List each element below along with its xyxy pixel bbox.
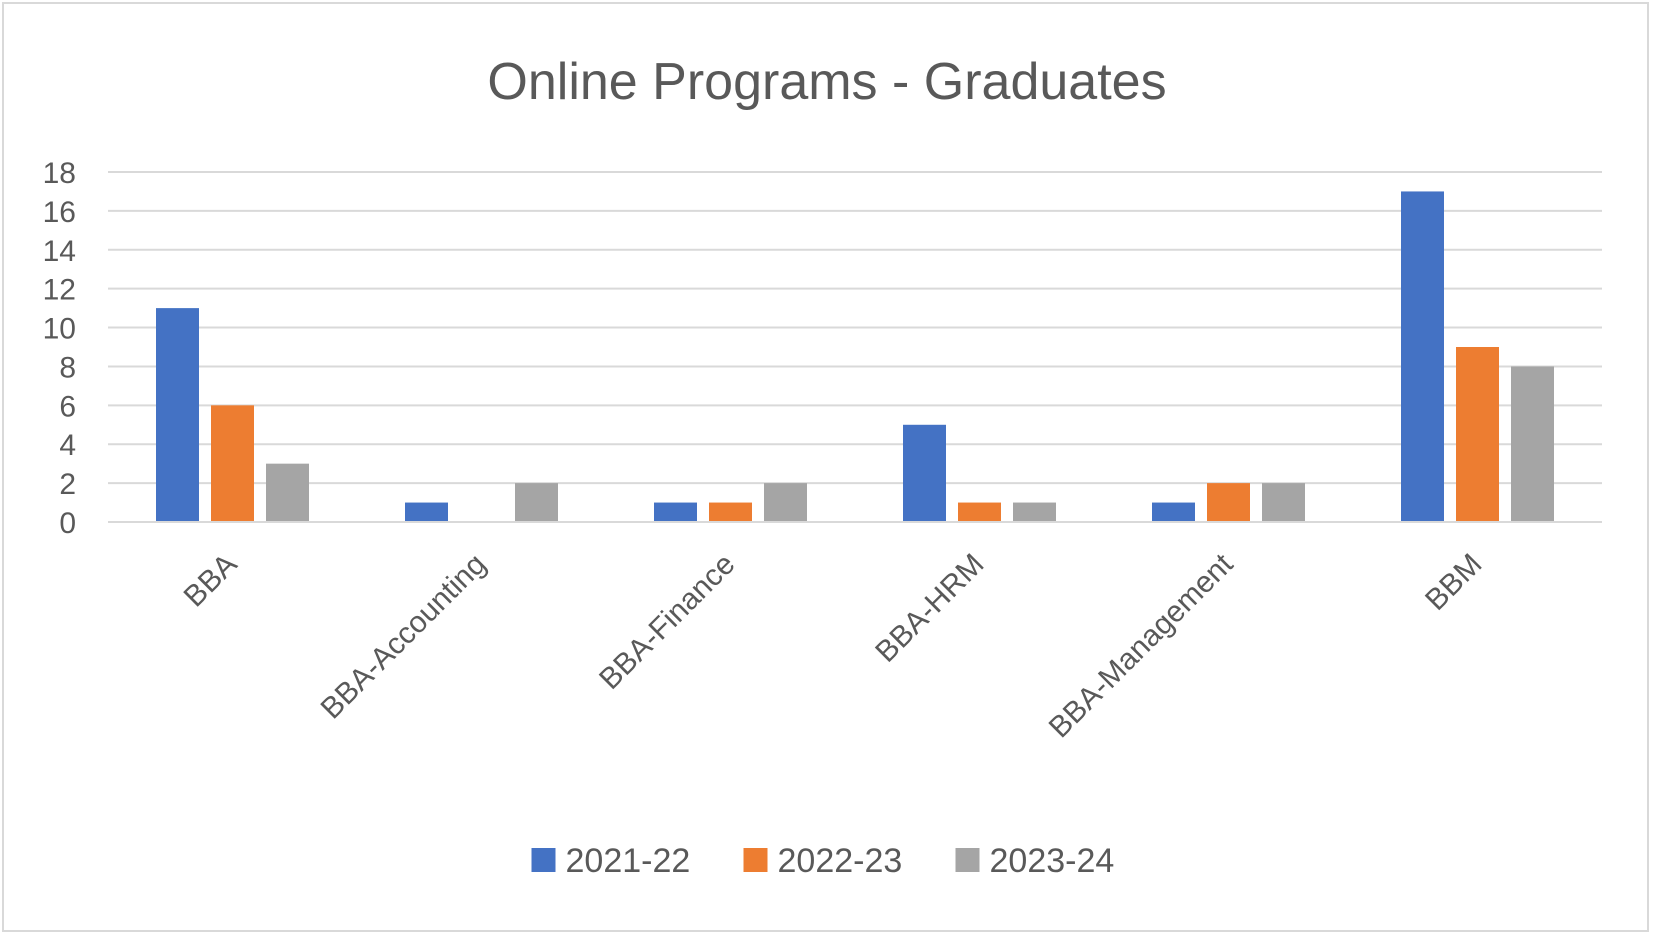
y-tick-label: 4 [59, 429, 76, 462]
y-tick-label: 8 [59, 351, 76, 384]
bar-2022-23-BBA-Management [1207, 483, 1250, 522]
x-category-label: BBA-Accounting [315, 548, 493, 726]
bar-2022-23-BBA-HRM [958, 502, 1001, 522]
y-tick-label: 10 [43, 313, 76, 346]
y-tick-label: 16 [43, 196, 76, 229]
y-axis-ticks: 0 2 4 6 8 10 12 14 16 18 [43, 157, 76, 540]
y-tick-label: 0 [59, 507, 76, 540]
chart-title: Online Programs - Graduates [487, 53, 1166, 111]
legend-label: 2021-22 [566, 842, 691, 880]
y-tick-label: 18 [43, 157, 76, 190]
bar-2021-22-BBM [1401, 191, 1444, 522]
y-tick-label: 12 [43, 274, 76, 307]
bar-2021-22-BBA [156, 308, 199, 522]
bar-2023-24-BBM [1511, 366, 1554, 522]
x-category-label: BBA-Management [1043, 547, 1240, 744]
bar-2021-22-BBA-Accounting [405, 502, 448, 522]
bar-2023-24-BBA-Accounting [515, 483, 558, 522]
bar-2023-24-BBA-Management [1262, 483, 1305, 522]
y-tick-label: 14 [43, 235, 76, 268]
x-category-label: BBA-Finance [593, 548, 741, 696]
x-category-label: BBA-HRM [869, 548, 990, 669]
bar-2021-22-BBA-Finance [654, 502, 697, 522]
bar-2021-22-BBA-HRM [903, 424, 946, 522]
y-tick-label: 2 [59, 468, 76, 501]
bar-2023-24-BBA-Finance [764, 483, 807, 522]
gridlines [108, 171, 1602, 485]
legend: 2021-22 2022-23 2023-24 [531, 842, 1115, 880]
legend-label: 2022-23 [778, 842, 903, 880]
legend-swatch [743, 848, 768, 872]
bar-2022-23-BBA-Finance [709, 502, 752, 522]
bar-2022-23-BBM [1456, 347, 1499, 522]
bar-2022-23-BBA [211, 405, 254, 522]
legend-swatch [955, 848, 980, 872]
x-category-label: BBA [178, 548, 244, 614]
y-tick-label: 6 [59, 390, 76, 423]
bar-2023-24-BBA-HRM [1013, 502, 1056, 522]
legend-swatch [531, 848, 556, 872]
x-category-label: BBM [1419, 548, 1488, 617]
bar-2021-22-BBA-Management [1152, 502, 1195, 522]
bars [156, 191, 1554, 522]
legend-label: 2023-24 [990, 842, 1115, 880]
bar-chart: Online Programs - Graduates 0 2 4 6 8 10 12 14 1… [43, 53, 1602, 880]
bar-2023-24-BBA [266, 463, 309, 522]
x-axis-categories: BBA BBA-Accounting BBA-Finance BBA-HRM BBA-M… [178, 547, 1489, 744]
